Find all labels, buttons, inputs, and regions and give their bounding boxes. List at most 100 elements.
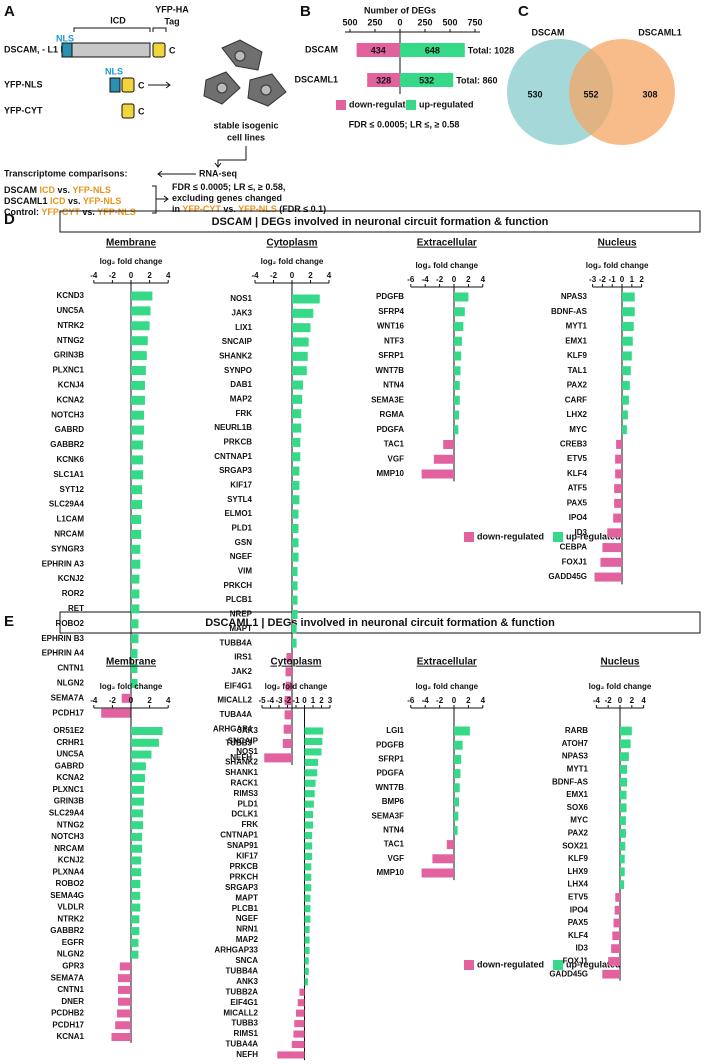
bar [454, 292, 469, 302]
category-label: JAK3 [232, 308, 253, 317]
bar [620, 854, 625, 864]
x-tick-label: 2 [630, 696, 635, 705]
category-label: EIF4G1 [224, 681, 252, 690]
panel-label: D [4, 211, 15, 228]
cells-label: cell lines [227, 132, 265, 142]
bar [292, 495, 300, 505]
bar [131, 559, 141, 569]
bar [131, 395, 145, 405]
x-tick-label: -2 [436, 275, 444, 284]
tag-label: Tag [164, 16, 179, 26]
category-label: JAK2 [232, 667, 253, 676]
bar [131, 774, 145, 783]
x-tick-label: 0 [129, 696, 134, 705]
category-label: KCNJ2 [58, 574, 85, 583]
bar [131, 856, 142, 865]
construct-name: YFP-CYT [4, 105, 43, 115]
bar [602, 969, 620, 979]
bar [620, 880, 625, 889]
set-label: DSCAML1 [638, 27, 682, 37]
bar [292, 581, 298, 591]
category-label: KCND3 [56, 291, 84, 300]
category-label: NLGN2 [57, 679, 85, 688]
bar [304, 873, 312, 881]
category-label: SHANK2 [225, 757, 258, 766]
category-label: TUBA4A [226, 1040, 259, 1049]
x-tick-label: -2 [109, 696, 117, 705]
icd-box [71, 42, 151, 58]
bar [131, 291, 153, 301]
x-tick-label: 4 [481, 696, 486, 705]
bar [613, 513, 622, 523]
cells-icon [203, 39, 287, 107]
category-label: LHX2 [567, 410, 588, 419]
bar [292, 423, 302, 433]
bar [421, 868, 454, 878]
category-label: ARHGAP33 [214, 946, 258, 955]
category-label: BDNF-AS [551, 307, 588, 316]
category-label: PCDH17 [52, 708, 84, 717]
value-label: 434 [371, 45, 386, 55]
bar [131, 470, 144, 480]
legend-swatch [464, 960, 474, 970]
category-label: JAK3 [238, 726, 259, 735]
category-label: LHX9 [568, 867, 589, 876]
bar [622, 380, 630, 390]
panel-a: A ICD YFP-HA Tag DSCAM, - L1 ICD NLS C Y… [4, 3, 326, 217]
x-tick-label: 4 [327, 271, 332, 280]
bar [131, 927, 140, 936]
category-label: PLD1 [232, 524, 253, 533]
category-label: MYT1 [567, 765, 589, 774]
bar [443, 440, 454, 449]
category-label: NTRK2 [57, 321, 84, 330]
x-tick-label: -2 [109, 271, 117, 280]
comparison: DSCAM ICD vs. YFP-NLS [4, 185, 111, 195]
criteria: excluding genes changed [172, 193, 282, 203]
bar [131, 634, 139, 644]
category-label: ANK3 [236, 977, 258, 986]
x-tick-label: 2 [466, 696, 471, 705]
legend-label: up-regulated [419, 99, 474, 109]
venn-count: 552 [583, 89, 598, 99]
tag-label: YFP-HA [155, 4, 189, 14]
legend-label: down-regulated [349, 99, 416, 109]
bar [131, 880, 141, 889]
bar [286, 653, 292, 662]
bar [615, 454, 622, 464]
x-tick-label: -2 [270, 271, 278, 280]
bar [454, 336, 462, 346]
category-label: L1CAM [56, 515, 84, 524]
bar [131, 868, 142, 877]
category-label: ID3 [576, 944, 589, 953]
chart-title: Extracellular [417, 238, 477, 249]
category-label: EMX1 [565, 336, 587, 345]
category-label: DCLK1 [231, 810, 258, 819]
bar [121, 693, 131, 703]
category-label: TUBB4A [220, 638, 253, 647]
x-tick-label: 250 [417, 17, 432, 27]
category-label: MAP2 [230, 394, 253, 403]
category-label: SHANK1 [225, 768, 258, 777]
bar [115, 1021, 131, 1030]
x-tick-label: 0 [452, 696, 457, 705]
bar [131, 619, 139, 629]
bar [292, 323, 311, 333]
bar [292, 294, 320, 304]
bar [131, 306, 151, 316]
bar [620, 739, 631, 749]
bar [131, 500, 143, 510]
construct-name: DSCAM, - L1 ICD [4, 44, 77, 54]
bar [622, 425, 627, 435]
axis-title: log₂ fold change [261, 257, 324, 266]
category-label: SNAP91 [227, 841, 259, 850]
bar [304, 936, 310, 944]
bar [620, 867, 625, 877]
bar [622, 336, 633, 346]
category-label: SNCA [235, 956, 258, 965]
category-label: CARF [565, 395, 587, 404]
bar [292, 538, 299, 548]
bar [131, 821, 144, 830]
bar [292, 409, 302, 419]
category-label: TUBB2A [226, 987, 259, 996]
